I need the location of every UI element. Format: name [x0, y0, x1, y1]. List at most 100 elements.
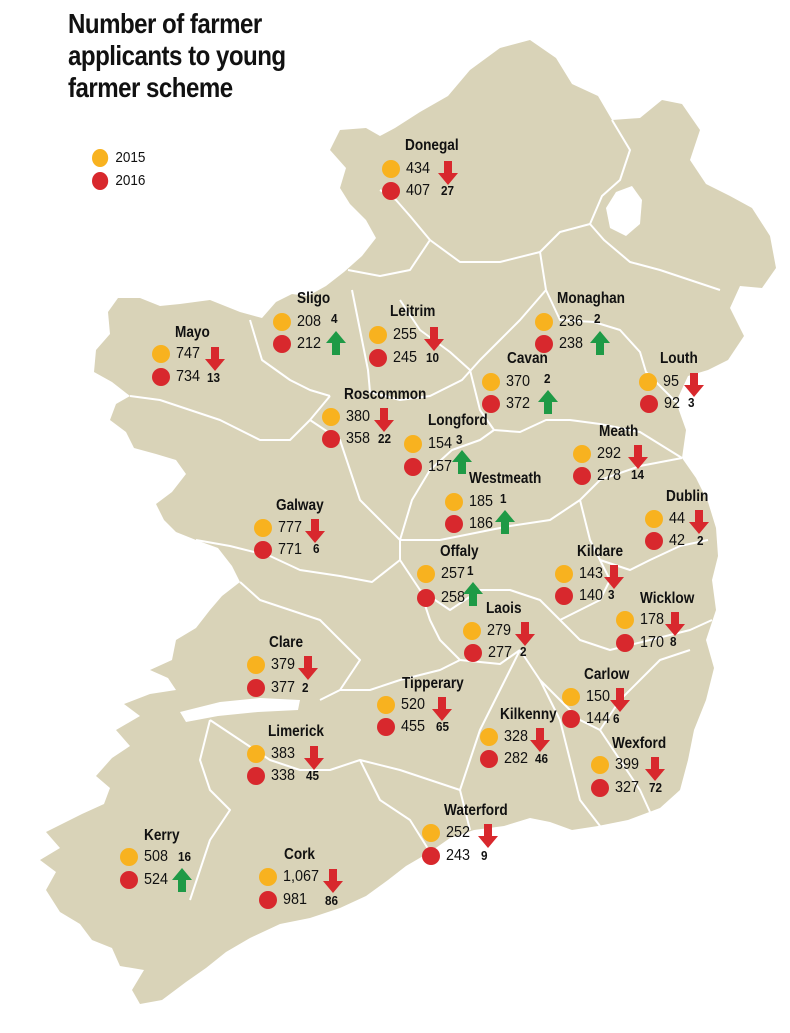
change-leitrim: 10: [426, 350, 440, 365]
value-2015-waterford: 252: [446, 824, 471, 841]
orange-dot-icon: [273, 313, 291, 331]
red-dot-icon: [369, 349, 387, 367]
value-2016-laois: 277: [488, 644, 513, 661]
red-dot-icon: [640, 395, 658, 413]
value-2015-cork: 1,067: [283, 868, 320, 885]
county-row-2015-clare: 379: [247, 654, 298, 676]
county-row-2015-sligo: 208: [273, 311, 324, 333]
county-name-limerick: Limerick: [268, 723, 324, 740]
orange-dot-icon: [322, 408, 340, 426]
county-row-2015-tipperary: 520: [377, 694, 428, 716]
county-name-roscommon: Roscommon: [344, 386, 427, 403]
change-roscommon: 22: [378, 431, 392, 446]
county-row-2016-offaly: 258: [417, 587, 468, 609]
county-name-monaghan: Monaghan: [557, 290, 625, 307]
value-2016-roscommon: 358: [346, 430, 371, 447]
arrow-down-icon: [645, 757, 665, 781]
red-dot-icon: [254, 541, 272, 559]
change-galway: 6: [313, 541, 320, 556]
county-name-louth: Louth: [660, 350, 698, 367]
shannon-estuary: [180, 698, 300, 722]
lough-neagh: [606, 186, 642, 236]
value-2015-wicklow: 178: [640, 611, 665, 628]
change-donegal: 27: [441, 183, 455, 198]
value-2016-meath: 278: [597, 467, 622, 484]
arrow-down-icon: [205, 347, 225, 371]
red-dot-icon: [382, 182, 400, 200]
change-wexford: 72: [649, 780, 663, 795]
red-dot-icon: [555, 587, 573, 605]
value-2015-kildare: 143: [579, 565, 604, 582]
county-row-2015-wexford: 399: [591, 754, 642, 776]
legend-item-2016: 2016: [92, 169, 145, 192]
red-dot-icon: [259, 891, 277, 909]
orange-dot-icon: [120, 848, 138, 866]
county-name-cavan: Cavan: [507, 350, 548, 367]
value-2015-clare: 379: [271, 656, 296, 673]
change-monaghan: 2: [594, 311, 601, 326]
value-2016-louth: 92: [664, 395, 681, 412]
orange-dot-icon: [482, 373, 500, 391]
arrow-up-icon: [590, 331, 610, 355]
orange-dot-icon: [639, 373, 657, 391]
arrow-down-icon: [305, 519, 325, 543]
county-row-2016-cavan: 372: [482, 393, 533, 415]
red-dot-icon: [645, 532, 663, 550]
county-row-2016-kerry: 524: [120, 869, 171, 891]
value-2016-tipperary: 455: [401, 718, 426, 735]
county-row-2015-wicklow: 178: [616, 609, 667, 631]
county-row-2016-dublin: 42: [645, 530, 687, 552]
county-name-waterford: Waterford: [444, 802, 508, 819]
county-row-2016-meath: 278: [573, 465, 624, 487]
red-dot-icon: [404, 458, 422, 476]
red-dot-icon: [464, 644, 482, 662]
county-row-2015-laois: 279: [463, 620, 514, 642]
county-row-2015-monaghan: 236: [535, 311, 586, 333]
county-name-wexford: Wexford: [612, 735, 667, 752]
red-dot-icon: [445, 515, 463, 533]
value-2016-kilkenny: 282: [504, 750, 529, 767]
value-2016-cavan: 372: [506, 395, 531, 412]
value-2015-carlow: 150: [586, 688, 611, 705]
change-wicklow: 8: [670, 634, 677, 649]
county-name-leitrim: Leitrim: [390, 303, 436, 320]
red-dot-icon: [247, 767, 265, 785]
change-offaly: 1: [467, 563, 474, 578]
county-name-galway: Galway: [276, 497, 324, 514]
county-name-cork: Cork: [284, 846, 315, 863]
county-name-westmeath: Westmeath: [469, 470, 542, 487]
arrow-down-icon: [610, 688, 630, 712]
county-name-longford: Longford: [428, 412, 488, 429]
red-dot-icon: [247, 679, 265, 697]
county-row-2016-donegal: 407: [382, 180, 433, 202]
arrow-down-icon: [304, 746, 324, 770]
county-row-2015-leitrim: 255: [369, 324, 420, 346]
change-clare: 2: [302, 680, 309, 695]
county-row-2016-longford: 157: [404, 456, 455, 478]
legend-label-2016: 2016: [115, 172, 146, 189]
value-2015-leitrim: 255: [393, 326, 418, 343]
value-2016-wexford: 327: [615, 779, 640, 796]
orange-dot-icon: [535, 313, 553, 331]
arrow-down-icon: [298, 656, 318, 680]
county-row-2015-waterford: 252: [422, 822, 473, 844]
change-laois: 2: [520, 644, 527, 659]
change-limerick: 45: [306, 768, 320, 783]
county-row-2015-mayo: 747: [152, 343, 203, 365]
county-name-dublin: Dublin: [666, 488, 709, 505]
arrow-down-icon: [530, 728, 550, 752]
orange-dot-icon: [92, 148, 109, 167]
arrow-up-icon: [495, 510, 515, 534]
county-name-wicklow: Wicklow: [640, 590, 695, 607]
arrow-down-icon: [604, 565, 624, 589]
red-dot-icon: [482, 395, 500, 413]
orange-dot-icon: [562, 688, 580, 706]
county-row-2015-carlow: 150: [562, 686, 613, 708]
county-row-2015-roscommon: 380: [322, 406, 373, 428]
arrow-up-icon: [452, 450, 472, 474]
arrow-down-icon: [424, 327, 444, 351]
county-row-2015-kerry: 508: [120, 846, 171, 868]
value-2015-kilkenny: 328: [504, 728, 529, 745]
value-2015-westmeath: 185: [469, 493, 494, 510]
arrow-down-icon: [374, 408, 394, 432]
